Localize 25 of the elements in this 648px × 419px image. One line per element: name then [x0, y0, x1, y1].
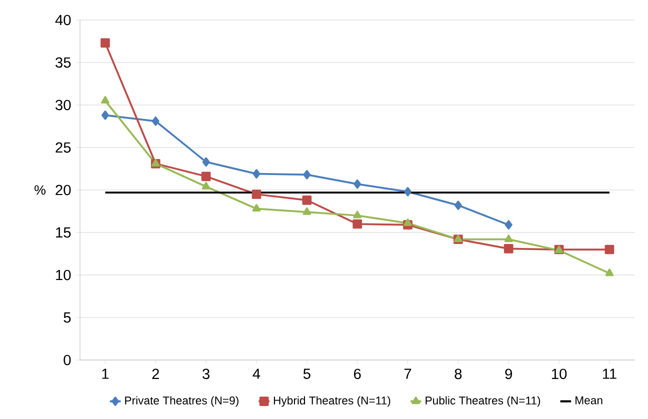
legend-label: Mean — [576, 396, 602, 404]
x-tick-label: 2 — [152, 368, 159, 380]
y-tick-label: 20 — [56, 184, 71, 196]
legend-label: Hybrid Theatres (N=11) — [274, 396, 390, 407]
x-tick-label: 8 — [454, 368, 462, 380]
x-tick-label: 7 — [404, 368, 412, 379]
x-tick-label: 3 — [202, 368, 210, 380]
y-tick-label: 25 — [56, 142, 71, 153]
legend-label: Private Theatres (N=9) — [125, 396, 238, 407]
y-tick-label: 35 — [56, 57, 71, 68]
y-tick-label: 0 — [64, 354, 71, 366]
x-tick-label: 11 — [602, 368, 616, 379]
y-axis-title: % — [34, 185, 46, 195]
x-tick-label: 10 — [552, 368, 567, 380]
x-tick-label: 9 — [505, 368, 512, 380]
x-tick-label: 5 — [303, 368, 310, 380]
y-tick-label: 5 — [64, 312, 71, 323]
y-tick-label: 10 — [56, 270, 71, 280]
y-tick-label: 15 — [56, 228, 71, 238]
y-tick-label: 30 — [56, 100, 71, 110]
x-tick-label: 6 — [354, 368, 361, 380]
y-tick-label: 40 — [55, 14, 71, 26]
x-tick-label: 4 — [252, 368, 260, 379]
legend-label: Public Theatres (N=11) — [426, 396, 540, 407]
x-tick-label: 1 — [102, 368, 109, 379]
